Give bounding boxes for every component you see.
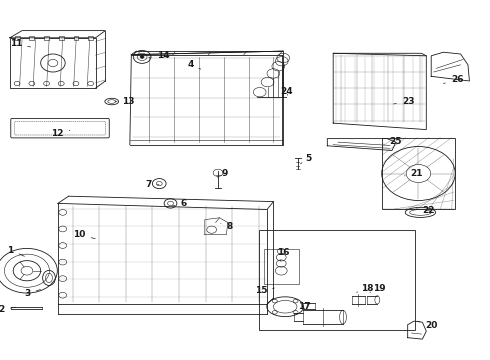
Text: 7: 7	[146, 180, 159, 189]
Text: 14: 14	[149, 51, 170, 60]
Bar	[88, 36, 93, 40]
Bar	[44, 36, 49, 40]
Text: 8: 8	[220, 222, 233, 231]
Text: 2: 2	[0, 305, 16, 314]
Text: 3: 3	[24, 289, 41, 298]
Bar	[382, 138, 455, 209]
Text: 5: 5	[300, 154, 311, 164]
Text: 20: 20	[417, 321, 438, 330]
Text: 22: 22	[417, 206, 435, 215]
Text: 18: 18	[357, 284, 373, 293]
Text: 9: 9	[218, 169, 228, 178]
Text: 1: 1	[7, 246, 24, 256]
Text: 4: 4	[187, 60, 201, 69]
Text: 6: 6	[172, 199, 187, 208]
Bar	[59, 36, 64, 40]
Text: 26: 26	[443, 76, 464, 85]
Text: 17: 17	[298, 302, 311, 311]
Text: 16: 16	[277, 248, 290, 261]
Text: 12: 12	[51, 129, 70, 138]
Bar	[15, 36, 20, 40]
FancyBboxPatch shape	[15, 121, 105, 135]
Text: 21: 21	[405, 169, 423, 178]
Text: 19: 19	[370, 284, 386, 293]
Text: 11: 11	[9, 40, 30, 49]
Circle shape	[140, 55, 144, 58]
Text: 23: 23	[394, 97, 415, 106]
Bar	[264, 249, 299, 284]
Text: 10: 10	[74, 230, 96, 239]
Bar	[29, 36, 34, 40]
FancyBboxPatch shape	[11, 118, 109, 138]
Bar	[74, 36, 78, 40]
Text: 13: 13	[115, 97, 135, 106]
Bar	[259, 230, 415, 330]
Text: 15: 15	[254, 287, 274, 295]
Text: 25: 25	[384, 136, 402, 145]
Text: 24: 24	[280, 87, 293, 96]
